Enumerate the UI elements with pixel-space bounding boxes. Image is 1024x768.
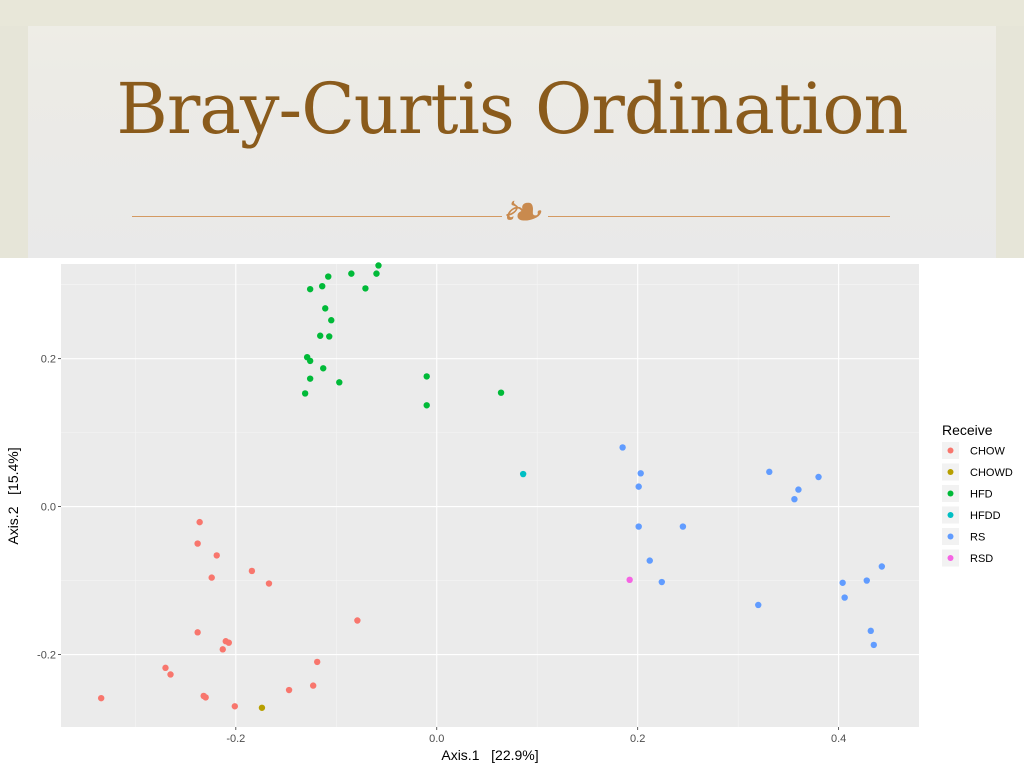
point-rs (637, 470, 644, 477)
point-chow (309, 682, 317, 689)
point-chow (313, 658, 321, 666)
legend-key-hfdd (947, 512, 954, 518)
major-gridlines (61, 264, 919, 727)
legend-label-hfd: HFD (970, 489, 993, 501)
legend-label-rs: RS (970, 532, 985, 544)
legend-title: Receive (942, 422, 993, 438)
point-hfd (362, 285, 369, 292)
point-hfd (322, 305, 329, 312)
legend-label-hfdd: HFDD (970, 510, 1001, 522)
point-rs (867, 627, 874, 635)
point-hfd (306, 375, 314, 382)
x-tick-label: 0.4 (831, 733, 846, 745)
legend-key-rsd (947, 555, 954, 561)
y-axis-title: Axis.2 [15.4%] (5, 447, 21, 544)
point-hfd (326, 333, 333, 340)
x-axis-title: Axis.1 [22.9%] (441, 747, 538, 763)
point-hfd (336, 379, 343, 386)
legend-label-rsd: RSD (970, 553, 993, 565)
point-chow (213, 552, 220, 559)
point-rs (878, 563, 886, 570)
point-hfd (301, 390, 309, 397)
point-hfd (325, 273, 332, 280)
point-rs (863, 577, 870, 584)
point-rsd (626, 576, 633, 584)
legend: Receive CHOW CHOWD HFD HFDD RS RSD (942, 422, 1013, 567)
point-chow (167, 671, 174, 678)
y-axis-ticks: -0.2 0.0 0.2 (37, 354, 61, 662)
point-rs (795, 486, 802, 493)
point-chow (248, 567, 256, 575)
slide-title: Bray-Curtis Ordination (116, 68, 908, 150)
title-divider-right (548, 216, 890, 217)
y-tick-label: -0.2 (37, 650, 56, 662)
x-tick-label: -0.2 (226, 733, 245, 745)
point-hfd (423, 402, 430, 409)
title-divider-left (132, 216, 502, 217)
point-hfd (423, 373, 430, 380)
data-points (97, 262, 886, 711)
point-hfd (373, 270, 380, 277)
point-chow (202, 694, 209, 701)
point-rs (791, 495, 798, 503)
point-chow (231, 703, 239, 710)
point-hfd (317, 332, 324, 339)
x-tick-label: 0.2 (630, 733, 645, 745)
point-hfd (306, 357, 314, 365)
point-rs (619, 444, 626, 451)
plot-panel (61, 264, 919, 727)
point-chow (194, 540, 201, 547)
point-chow (354, 617, 361, 624)
y-tick-label: 0.0 (41, 502, 56, 514)
legend-key-rs (947, 533, 954, 540)
point-rs (839, 579, 846, 586)
minor-gridlines (61, 264, 919, 727)
point-rs (766, 468, 773, 476)
point-chowd (258, 704, 266, 711)
legend-key-chowd (947, 469, 954, 475)
point-hfd (497, 389, 505, 396)
point-rs (870, 641, 877, 649)
y-tick-label: 0.2 (41, 354, 56, 366)
point-rs (815, 473, 822, 481)
point-rs (679, 523, 687, 530)
point-hfd (328, 317, 335, 324)
point-hfd (319, 282, 326, 290)
point-rs (646, 557, 653, 564)
point-chow (265, 580, 273, 587)
legend-label-chow: CHOW (970, 446, 1005, 458)
ordination-scatter-chart: -0.2 0.0 0.2 0.4 -0.20.00.2 Axis.1 [22.9%] … (5, 262, 1013, 763)
point-chow (97, 694, 105, 702)
point-hfd (306, 285, 314, 293)
point-chow (162, 664, 169, 672)
legend-key-chow (947, 447, 954, 454)
point-hfd (320, 365, 327, 372)
point-chow (225, 639, 232, 646)
point-hfdd (519, 470, 527, 478)
point-chow (208, 574, 215, 581)
point-chow (194, 629, 201, 636)
legend-label-chowd: CHOWD (970, 467, 1013, 479)
x-axis-ticks: -0.2 0.0 0.2 0.4 (226, 727, 846, 745)
fleuron-ornament-icon: ❧ (499, 183, 541, 241)
point-rs (658, 578, 666, 586)
point-chow (196, 518, 203, 526)
slide-header: Bray-Curtis Ordination ❧ (0, 0, 1024, 258)
point-rs (635, 523, 642, 530)
point-hfd (375, 262, 382, 269)
point-rs (635, 483, 642, 490)
point-rs (841, 594, 848, 601)
x-tick-label: 0.0 (429, 733, 444, 745)
point-rs (755, 601, 762, 609)
legend-key-hfd (947, 490, 954, 497)
point-hfd (348, 270, 355, 277)
point-chow (219, 646, 226, 653)
point-chow (285, 686, 293, 694)
